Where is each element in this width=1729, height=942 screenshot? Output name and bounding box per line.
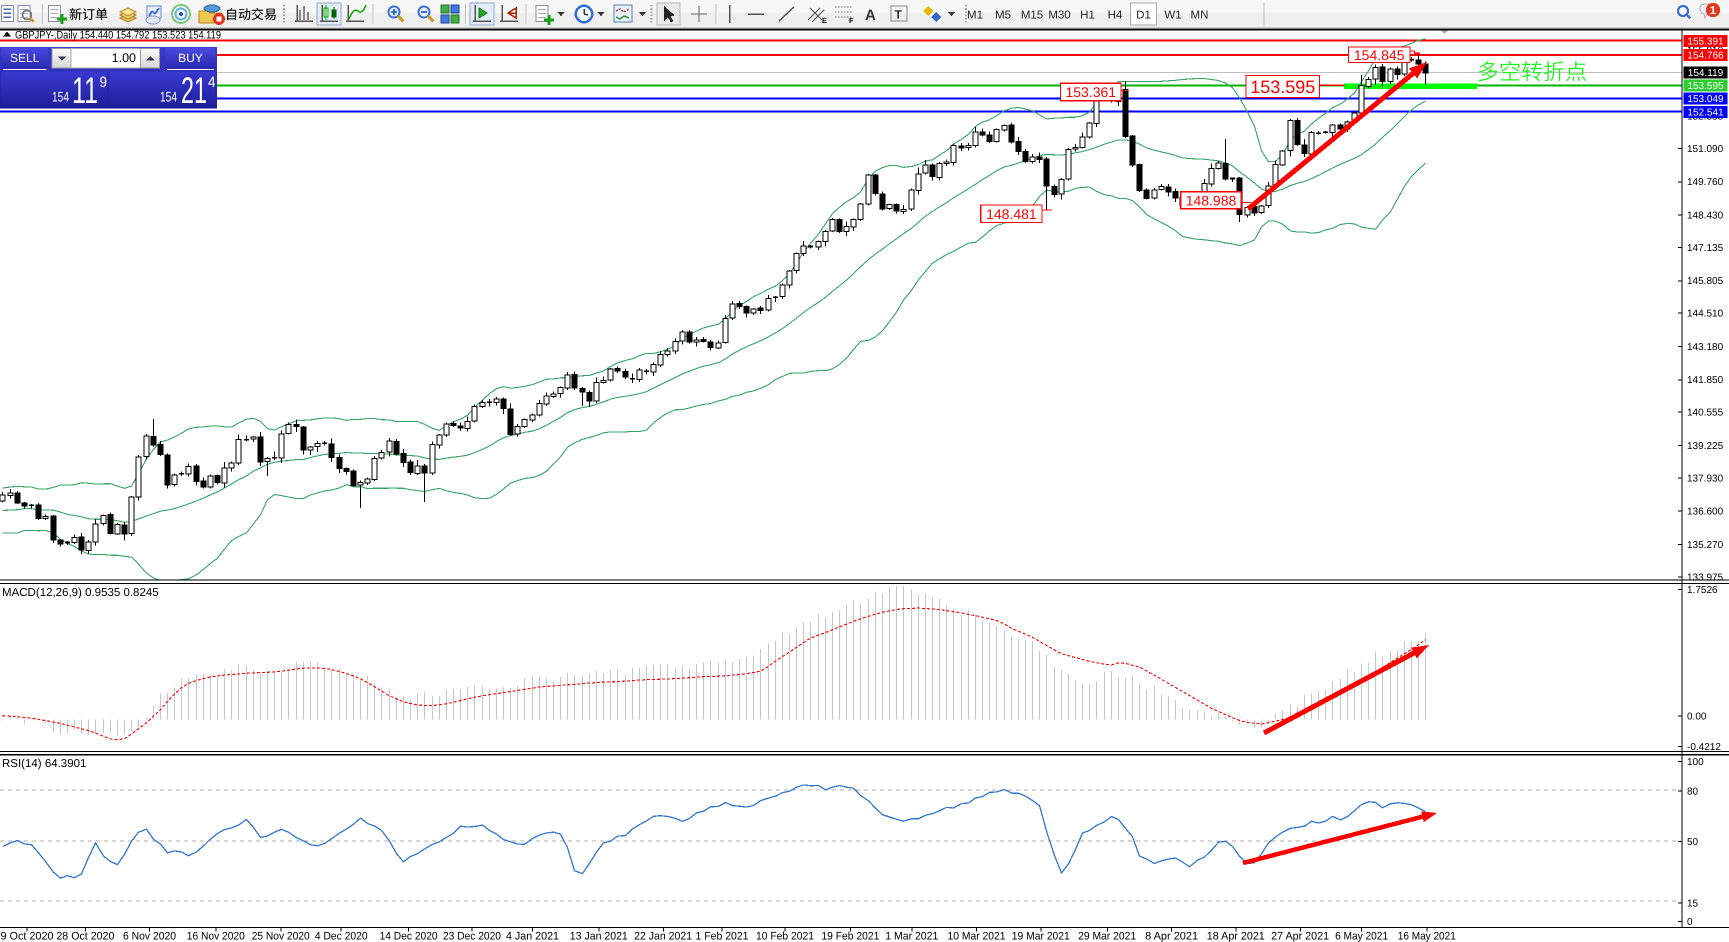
svg-text:0.00: 0.00: [1687, 711, 1707, 722]
svg-text:-0.4212: -0.4212: [1687, 742, 1721, 753]
svg-text:143.180: 143.180: [1687, 342, 1724, 353]
svg-text:MN: MN: [1191, 10, 1209, 22]
svg-text:F: F: [849, 16, 854, 25]
svg-text:10 Mar 2021: 10 Mar 2021: [948, 931, 1006, 942]
svg-text:15: 15: [1687, 898, 1699, 909]
svg-text:14 Dec 2020: 14 Dec 2020: [380, 931, 438, 942]
svg-text:154: 154: [52, 89, 69, 105]
svg-text:M5: M5: [995, 10, 1011, 22]
svg-text:16 Nov 2020: 16 Nov 2020: [187, 931, 245, 942]
svg-text:BUY: BUY: [178, 51, 203, 65]
svg-text:A: A: [865, 7, 876, 24]
svg-text:25 Nov 2020: 25 Nov 2020: [252, 931, 310, 942]
svg-text:6 Nov 2020: 6 Nov 2020: [123, 931, 176, 942]
svg-text:11: 11: [72, 70, 98, 111]
svg-text:154: 154: [160, 89, 177, 105]
svg-text:100: 100: [1687, 757, 1704, 768]
svg-text:10 Feb 2021: 10 Feb 2021: [756, 931, 814, 942]
svg-text:145.805: 145.805: [1687, 276, 1724, 287]
svg-text:153.595: 153.595: [1250, 77, 1315, 97]
svg-text:D1: D1: [1136, 10, 1151, 22]
svg-text:9: 9: [100, 74, 108, 91]
svg-text:MACD(12,26,9) 0.9535 0.8245: MACD(12,26,9) 0.9535 0.8245: [2, 587, 159, 599]
svg-text:136.600: 136.600: [1687, 507, 1724, 518]
svg-text:151.090: 151.090: [1687, 144, 1724, 155]
svg-text:6 May 2021: 6 May 2021: [1335, 931, 1388, 942]
svg-text:9 Oct 2020: 9 Oct 2020: [1, 931, 54, 942]
svg-text:13 Jan 2021: 13 Jan 2021: [570, 931, 628, 942]
svg-text:21: 21: [181, 70, 207, 111]
svg-text:148.988: 148.988: [1186, 192, 1237, 208]
svg-text:4 Dec 2020: 4 Dec 2020: [315, 931, 368, 942]
svg-text:28 Oct 2020: 28 Oct 2020: [56, 931, 114, 942]
svg-text:1: 1: [1710, 5, 1717, 17]
svg-text:T: T: [895, 8, 903, 22]
svg-text:W1: W1: [1164, 10, 1181, 22]
svg-text:153.049: 153.049: [1687, 94, 1724, 105]
svg-text:29 Mar 2021: 29 Mar 2021: [1078, 931, 1136, 942]
svg-text:H1: H1: [1080, 10, 1095, 22]
svg-text:M1: M1: [967, 10, 983, 22]
svg-text:153.361: 153.361: [1065, 84, 1116, 100]
svg-text:22 Jan 2021: 22 Jan 2021: [634, 931, 692, 942]
svg-text:M15: M15: [1021, 10, 1043, 22]
svg-text:141.850: 141.850: [1687, 375, 1724, 386]
svg-text:154.766: 154.766: [1687, 51, 1724, 62]
svg-text:148.430: 148.430: [1687, 211, 1724, 222]
svg-text:154.845: 154.845: [1354, 47, 1405, 63]
svg-text:1 Feb 2021: 1 Feb 2021: [696, 931, 749, 942]
svg-text:80: 80: [1687, 786, 1699, 797]
svg-text:27 Apr 2021: 27 Apr 2021: [1271, 931, 1329, 942]
svg-text:139.225: 139.225: [1687, 441, 1724, 452]
svg-text:1.7526: 1.7526: [1687, 585, 1718, 596]
svg-text:23 Dec 2020: 23 Dec 2020: [443, 931, 501, 942]
svg-text:0: 0: [1687, 917, 1693, 928]
svg-text:155.391: 155.391: [1687, 36, 1724, 47]
svg-text:GBPJPY-,Daily 154.440 154.792: GBPJPY-,Daily 154.440 154.792 153.523 15…: [15, 30, 221, 42]
svg-text:153.595: 153.595: [1687, 81, 1724, 92]
svg-text:E: E: [822, 16, 827, 25]
svg-text:1 Mar 2021: 1 Mar 2021: [885, 931, 938, 942]
svg-text:M30: M30: [1048, 10, 1070, 22]
svg-text:1.00: 1.00: [112, 51, 136, 65]
svg-text:135.270: 135.270: [1687, 540, 1724, 551]
svg-text:147.135: 147.135: [1687, 243, 1724, 254]
svg-text:4: 4: [208, 74, 216, 91]
svg-text:19 Mar 2021: 19 Mar 2021: [1012, 931, 1070, 942]
svg-text:16 May 2021: 16 May 2021: [1398, 931, 1456, 942]
svg-text:SELL: SELL: [10, 51, 40, 65]
svg-text:8 Apr 2021: 8 Apr 2021: [1145, 931, 1198, 942]
svg-text:137.930: 137.930: [1687, 473, 1724, 484]
svg-text:140.555: 140.555: [1687, 408, 1724, 419]
svg-text:152.541: 152.541: [1687, 107, 1724, 118]
svg-text:RSI(14) 64.3901: RSI(14) 64.3901: [2, 758, 86, 770]
svg-text:149.760: 149.760: [1687, 177, 1724, 188]
svg-text:19 Feb 2021: 19 Feb 2021: [821, 931, 879, 942]
svg-text:50: 50: [1687, 837, 1699, 848]
svg-text:H4: H4: [1108, 10, 1123, 22]
svg-text:144.510: 144.510: [1687, 309, 1724, 320]
svg-text:148.481: 148.481: [986, 206, 1037, 222]
svg-text:154.119: 154.119: [1688, 68, 1724, 79]
svg-text:4 Jan 2021: 4 Jan 2021: [506, 931, 559, 942]
svg-text:133.975: 133.975: [1687, 572, 1724, 583]
svg-text:18 Apr 2021: 18 Apr 2021: [1207, 931, 1265, 942]
